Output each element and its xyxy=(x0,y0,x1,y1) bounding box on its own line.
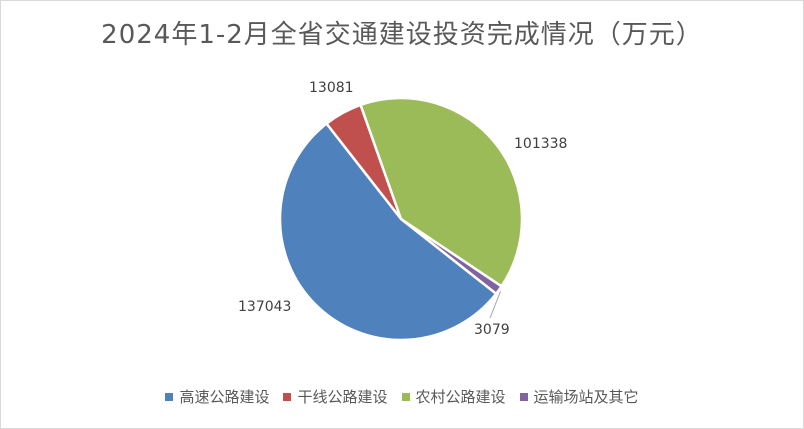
legend-swatch-1 xyxy=(165,392,174,401)
legend-swatch-4 xyxy=(519,392,528,401)
legend-label-2: 干线公路建设 xyxy=(297,388,388,406)
legend-swatch-2 xyxy=(283,392,292,401)
legend-item-1: 高速公路建设 xyxy=(165,386,269,407)
chart-title: 2024年1-2月全省交通建设投资完成情况（万元） xyxy=(101,20,703,50)
leader-line xyxy=(489,291,501,319)
pie-slice-3 xyxy=(359,96,524,289)
legend-label-1: 高速公路建设 xyxy=(179,388,270,406)
legend-item-2: 干线公路建设 xyxy=(283,386,388,407)
data-label-1: 137043 xyxy=(238,299,291,315)
legend-item-3: 农村公路建设 xyxy=(401,386,506,407)
data-label-2: 13081 xyxy=(309,80,354,96)
legend-label-3: 农村公路建设 xyxy=(415,388,506,406)
legend-item-4: 运输场站及其它 xyxy=(519,386,639,407)
legend-label-4: 运输场站及其它 xyxy=(533,388,639,406)
data-label-3: 101338 xyxy=(514,136,567,152)
data-label-4: 3079 xyxy=(474,322,510,338)
pie-slice-1 xyxy=(278,121,498,342)
legend-swatch-3 xyxy=(401,392,410,401)
legend: 高速公路建设 干线公路建设 农村公路建设 运输场站及其它 xyxy=(0,386,804,407)
